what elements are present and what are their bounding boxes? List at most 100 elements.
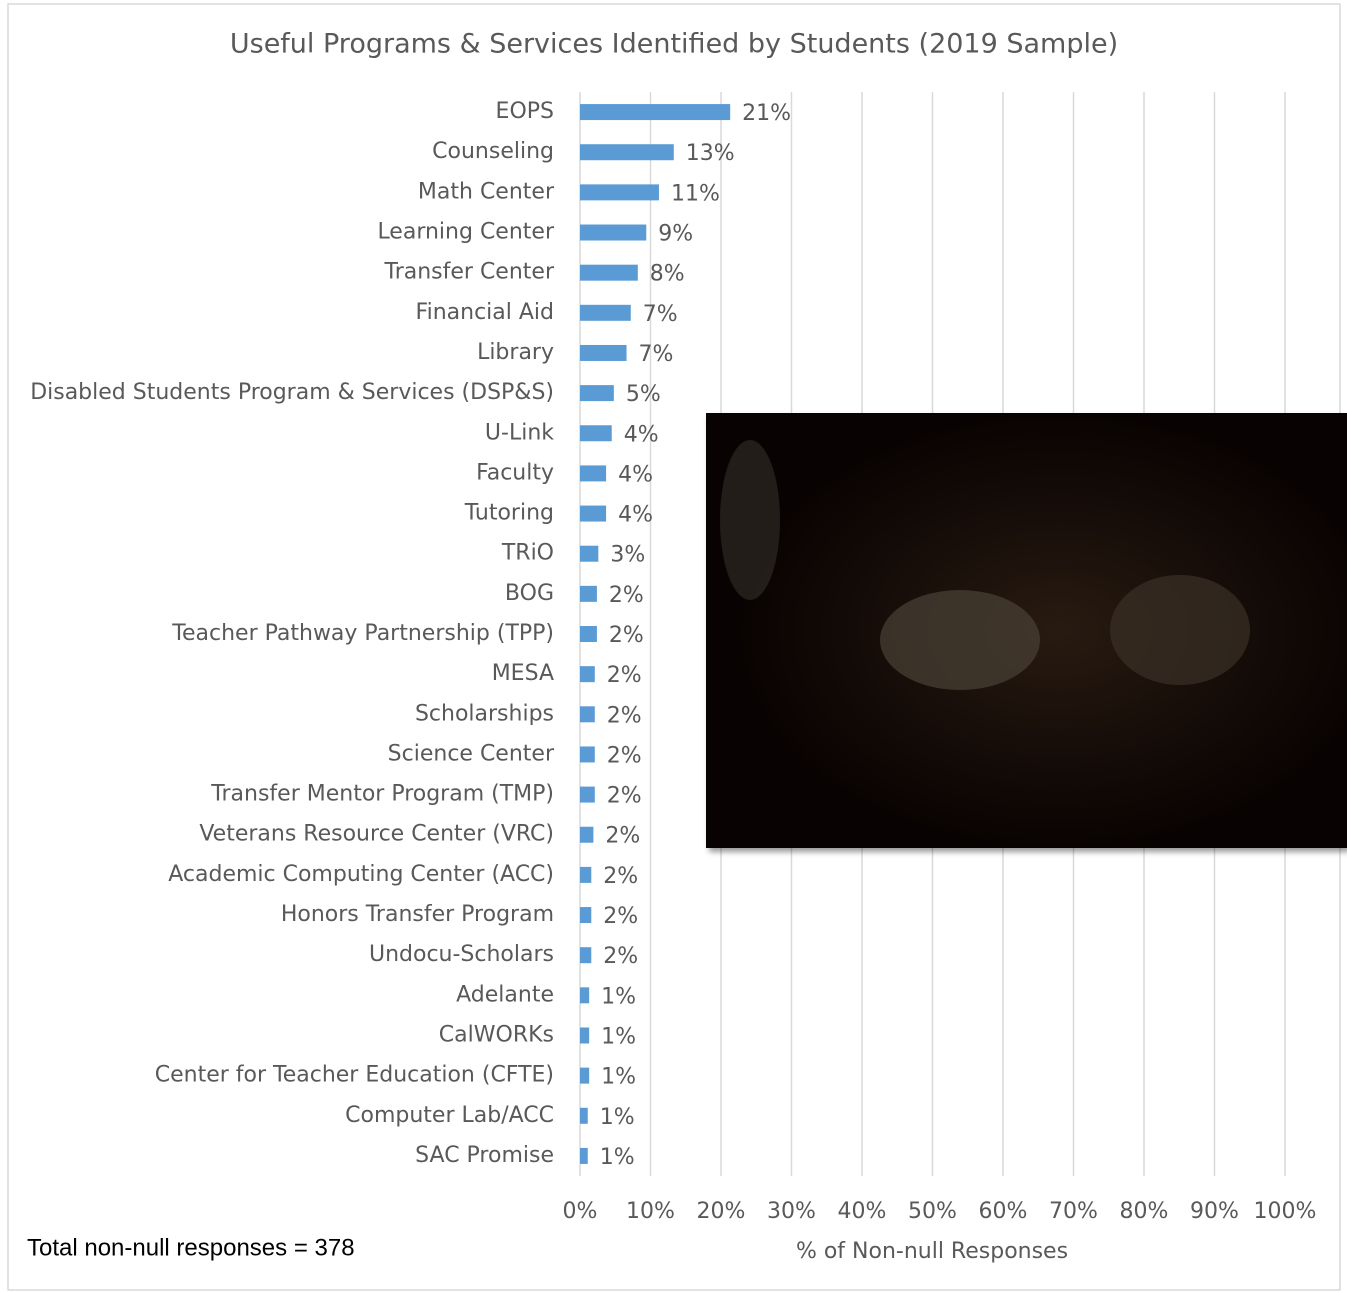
y-tick-label: Math Center [418,179,555,204]
x-tick-label: 20% [697,1199,746,1224]
data-label: 2% [603,904,638,929]
data-label: 2% [605,824,640,849]
bar [580,344,627,361]
bar [580,224,647,241]
y-tick-label: Teacher Pathway Partnership (TPP) [171,621,554,646]
photo-figure [1110,575,1250,685]
bar [580,1107,588,1124]
y-tick-label: Counseling [432,139,554,164]
bar [580,184,659,201]
bar [580,545,599,562]
y-tick-label: MESA [492,661,554,686]
x-tick-label: 100% [1254,1199,1317,1224]
x-tick-label: 30% [767,1199,816,1224]
y-tick-label: U-Link [485,420,554,445]
bar [580,425,612,442]
y-tick-label: Transfer Center [383,260,554,285]
data-label: 1% [600,1105,635,1130]
bar [580,907,592,924]
x-tick-label: 0% [563,1199,598,1224]
bar [580,465,607,482]
chart-title: Useful Programs & Services Identified by… [230,29,1118,60]
bar [580,1067,590,1084]
bar [580,947,592,964]
bar [580,264,638,281]
y-tick-label: EOPS [496,99,554,124]
y-tick-label: BOG [505,581,554,606]
bar [580,826,594,843]
data-label: 13% [686,141,735,166]
data-label: 1% [601,1065,636,1090]
photo-figure [720,440,780,600]
y-tick-label: Tutoring [464,501,554,526]
bar [580,866,592,883]
annotation: Total non-null responses = 378 [27,1234,355,1261]
data-label: 9% [658,222,693,247]
y-tick-label: Learning Center [377,220,555,245]
y-tick-label: SAC Promise [415,1143,554,1168]
data-label: 11% [671,181,720,206]
bar [580,666,595,683]
bar [580,786,595,803]
y-tick-label: Honors Transfer Program [281,902,554,927]
y-tick-label: Scholarships [415,701,554,726]
data-label: 1% [601,1024,636,1049]
bar [580,987,590,1004]
bar [580,706,595,723]
data-label: 5% [626,382,661,407]
x-tick-label: 50% [908,1199,957,1224]
data-label: 2% [607,703,642,728]
bar [580,626,597,642]
data-label: 21% [742,101,791,126]
photo [706,413,1347,848]
y-tick-label: Computer Lab/ACC [345,1103,554,1128]
data-label: 2% [609,623,644,648]
bar [580,104,731,121]
y-tick-label: Disabled Students Program & Services (DS… [30,380,554,405]
y-tick-label: Transfer Mentor Program (TMP) [210,782,554,807]
y-tick-label: Center for Teacher Education (CFTE) [155,1063,554,1088]
bar [580,304,631,321]
x-tick-label: 90% [1190,1199,1239,1224]
data-label: 4% [624,422,659,447]
bar [580,746,595,763]
bar [580,385,614,402]
data-label: 1% [600,1145,635,1170]
bar [580,144,674,161]
x-tick-label: 40% [838,1199,887,1224]
y-tick-label: Veterans Resource Center (VRC) [199,822,554,847]
data-label: 2% [607,784,642,809]
data-label: 8% [650,262,685,287]
data-label: 1% [601,984,636,1009]
x-axis-label: % of Non-null Responses [796,1239,1068,1264]
data-label: 2% [609,583,644,608]
data-label: 4% [618,503,653,528]
y-tick-label: Academic Computing Center (ACC) [168,862,554,887]
y-tick-label: Financial Aid [416,300,554,325]
x-tick-label: 70% [1049,1199,1098,1224]
bar [580,585,597,602]
data-label: 4% [618,462,653,487]
bar [580,1147,588,1164]
data-label: 2% [607,663,642,688]
x-tick-label: 60% [979,1199,1028,1224]
y-tick-label: Science Center [388,741,555,766]
x-tick-label: 80% [1120,1199,1169,1224]
data-label: 7% [639,342,674,367]
y-tick-label: CalWORKs [439,1022,554,1047]
y-tick-label: Library [477,340,554,365]
data-label: 2% [603,864,638,889]
data-label: 7% [643,302,678,327]
data-label: 2% [603,944,638,969]
y-tick-label: Adelante [456,982,554,1007]
bar [580,1027,590,1044]
data-label: 2% [607,743,642,768]
bar [580,505,607,522]
x-tick-label: 10% [626,1199,675,1224]
photo-figure [880,590,1040,690]
y-tick-label: Undocu-Scholars [369,942,554,967]
y-tick-label: Faculty [476,460,554,485]
y-tick-label: TRiO [501,541,554,566]
data-label: 3% [610,543,645,568]
